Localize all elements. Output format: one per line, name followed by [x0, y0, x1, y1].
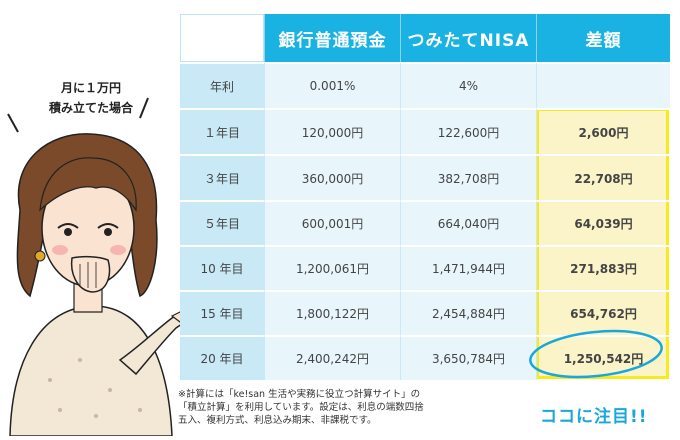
- diff-value: 22,708円: [536, 154, 670, 200]
- callout-text: ココに注目!!: [540, 407, 648, 427]
- comparison-table: 銀行普通預金 つみたてNISA 差額 年利 0.001% 4% １年目 120,…: [180, 14, 670, 380]
- diff-value: 64,039円: [536, 200, 670, 245]
- diff-value: [536, 62, 670, 108]
- speech-line-1: 月に１万円: [60, 81, 121, 95]
- header-blank: [180, 14, 264, 62]
- note-line-1: ※計算には「ke!san 生活や実務に役立つ計算サイト」の: [178, 389, 421, 400]
- diff-value: 1,250,542円: [536, 335, 670, 380]
- highlight-ellipse: [529, 329, 663, 379]
- woman-drawing: [7, 97, 201, 437]
- row-label: １年目: [180, 108, 264, 154]
- difference-highlight: [536, 108, 669, 379]
- header-bank-deposit: 銀行普通預金: [264, 14, 400, 62]
- woman-illustration: 月に１万円 積み立てた場合: [0, 60, 201, 437]
- table-row: 10 年目 1,200,061円 1,471,944円 271,883円: [180, 245, 670, 290]
- header-tsumitate-nisa: つみたてNISA: [400, 14, 536, 62]
- bank-value: 360,000円: [264, 154, 400, 200]
- table-row: 20 年目 2,400,242円 3,650,784円 1,250,542円: [180, 335, 670, 380]
- bank-value: 120,000円: [264, 108, 400, 154]
- row-label: 10 年目: [180, 245, 264, 290]
- row-label: 15 年目: [180, 290, 264, 335]
- row-label: 20 年目: [180, 335, 264, 380]
- nisa-value: 664,040円: [400, 200, 536, 245]
- diff-value: 2,600円: [536, 108, 670, 154]
- speech-line-2: 積み立てた場合: [48, 101, 133, 115]
- nisa-value: 2,454,884円: [400, 290, 536, 335]
- diff-value: 654,762円: [536, 290, 670, 335]
- table-header-row: 銀行普通預金 つみたてNISA 差額: [180, 14, 670, 62]
- bank-value: 0.001%: [264, 62, 400, 108]
- nisa-value: 122,600円: [400, 108, 536, 154]
- bank-value: 2,400,242円: [264, 335, 400, 380]
- table-row: 15 年目 1,800,122円 2,454,884円 654,762円: [180, 290, 670, 335]
- row-label: ３年目: [180, 154, 264, 200]
- note-line-3: 五入、複利方式、利息込み期末、非課税です。: [178, 415, 377, 426]
- table-row: 年利 0.001% 4%: [180, 62, 670, 108]
- table-row: １年目 120,000円 122,600円 2,600円: [180, 108, 670, 154]
- row-label: ５年目: [180, 200, 264, 245]
- bank-value: 1,200,061円: [264, 245, 400, 290]
- nisa-value: 3,650,784円: [400, 335, 536, 380]
- note-line-2: 「積立計算」を利用しています。設定は、利息の端数四捨: [178, 402, 424, 413]
- bank-value: 600,001円: [264, 200, 400, 245]
- table-row: ５年目 600,001円 664,040円 64,039円: [180, 200, 670, 245]
- table-row: ３年目 360,000円 382,708円 22,708円: [180, 154, 670, 200]
- diff-value: 271,883円: [536, 245, 670, 290]
- bank-value: 1,800,122円: [264, 290, 400, 335]
- nisa-value: 382,708円: [400, 154, 536, 200]
- calculation-note: ※計算には「ke!san 生活や実務に役立つ計算サイト」の 「積立計算」を利用し…: [178, 388, 478, 427]
- nisa-value: 4%: [400, 62, 536, 108]
- row-label: 年利: [180, 62, 264, 108]
- nisa-value: 1,471,944円: [400, 245, 536, 290]
- header-difference: 差額: [536, 14, 670, 62]
- speech-text: 月に１万円 積み立てた場合: [26, 78, 156, 118]
